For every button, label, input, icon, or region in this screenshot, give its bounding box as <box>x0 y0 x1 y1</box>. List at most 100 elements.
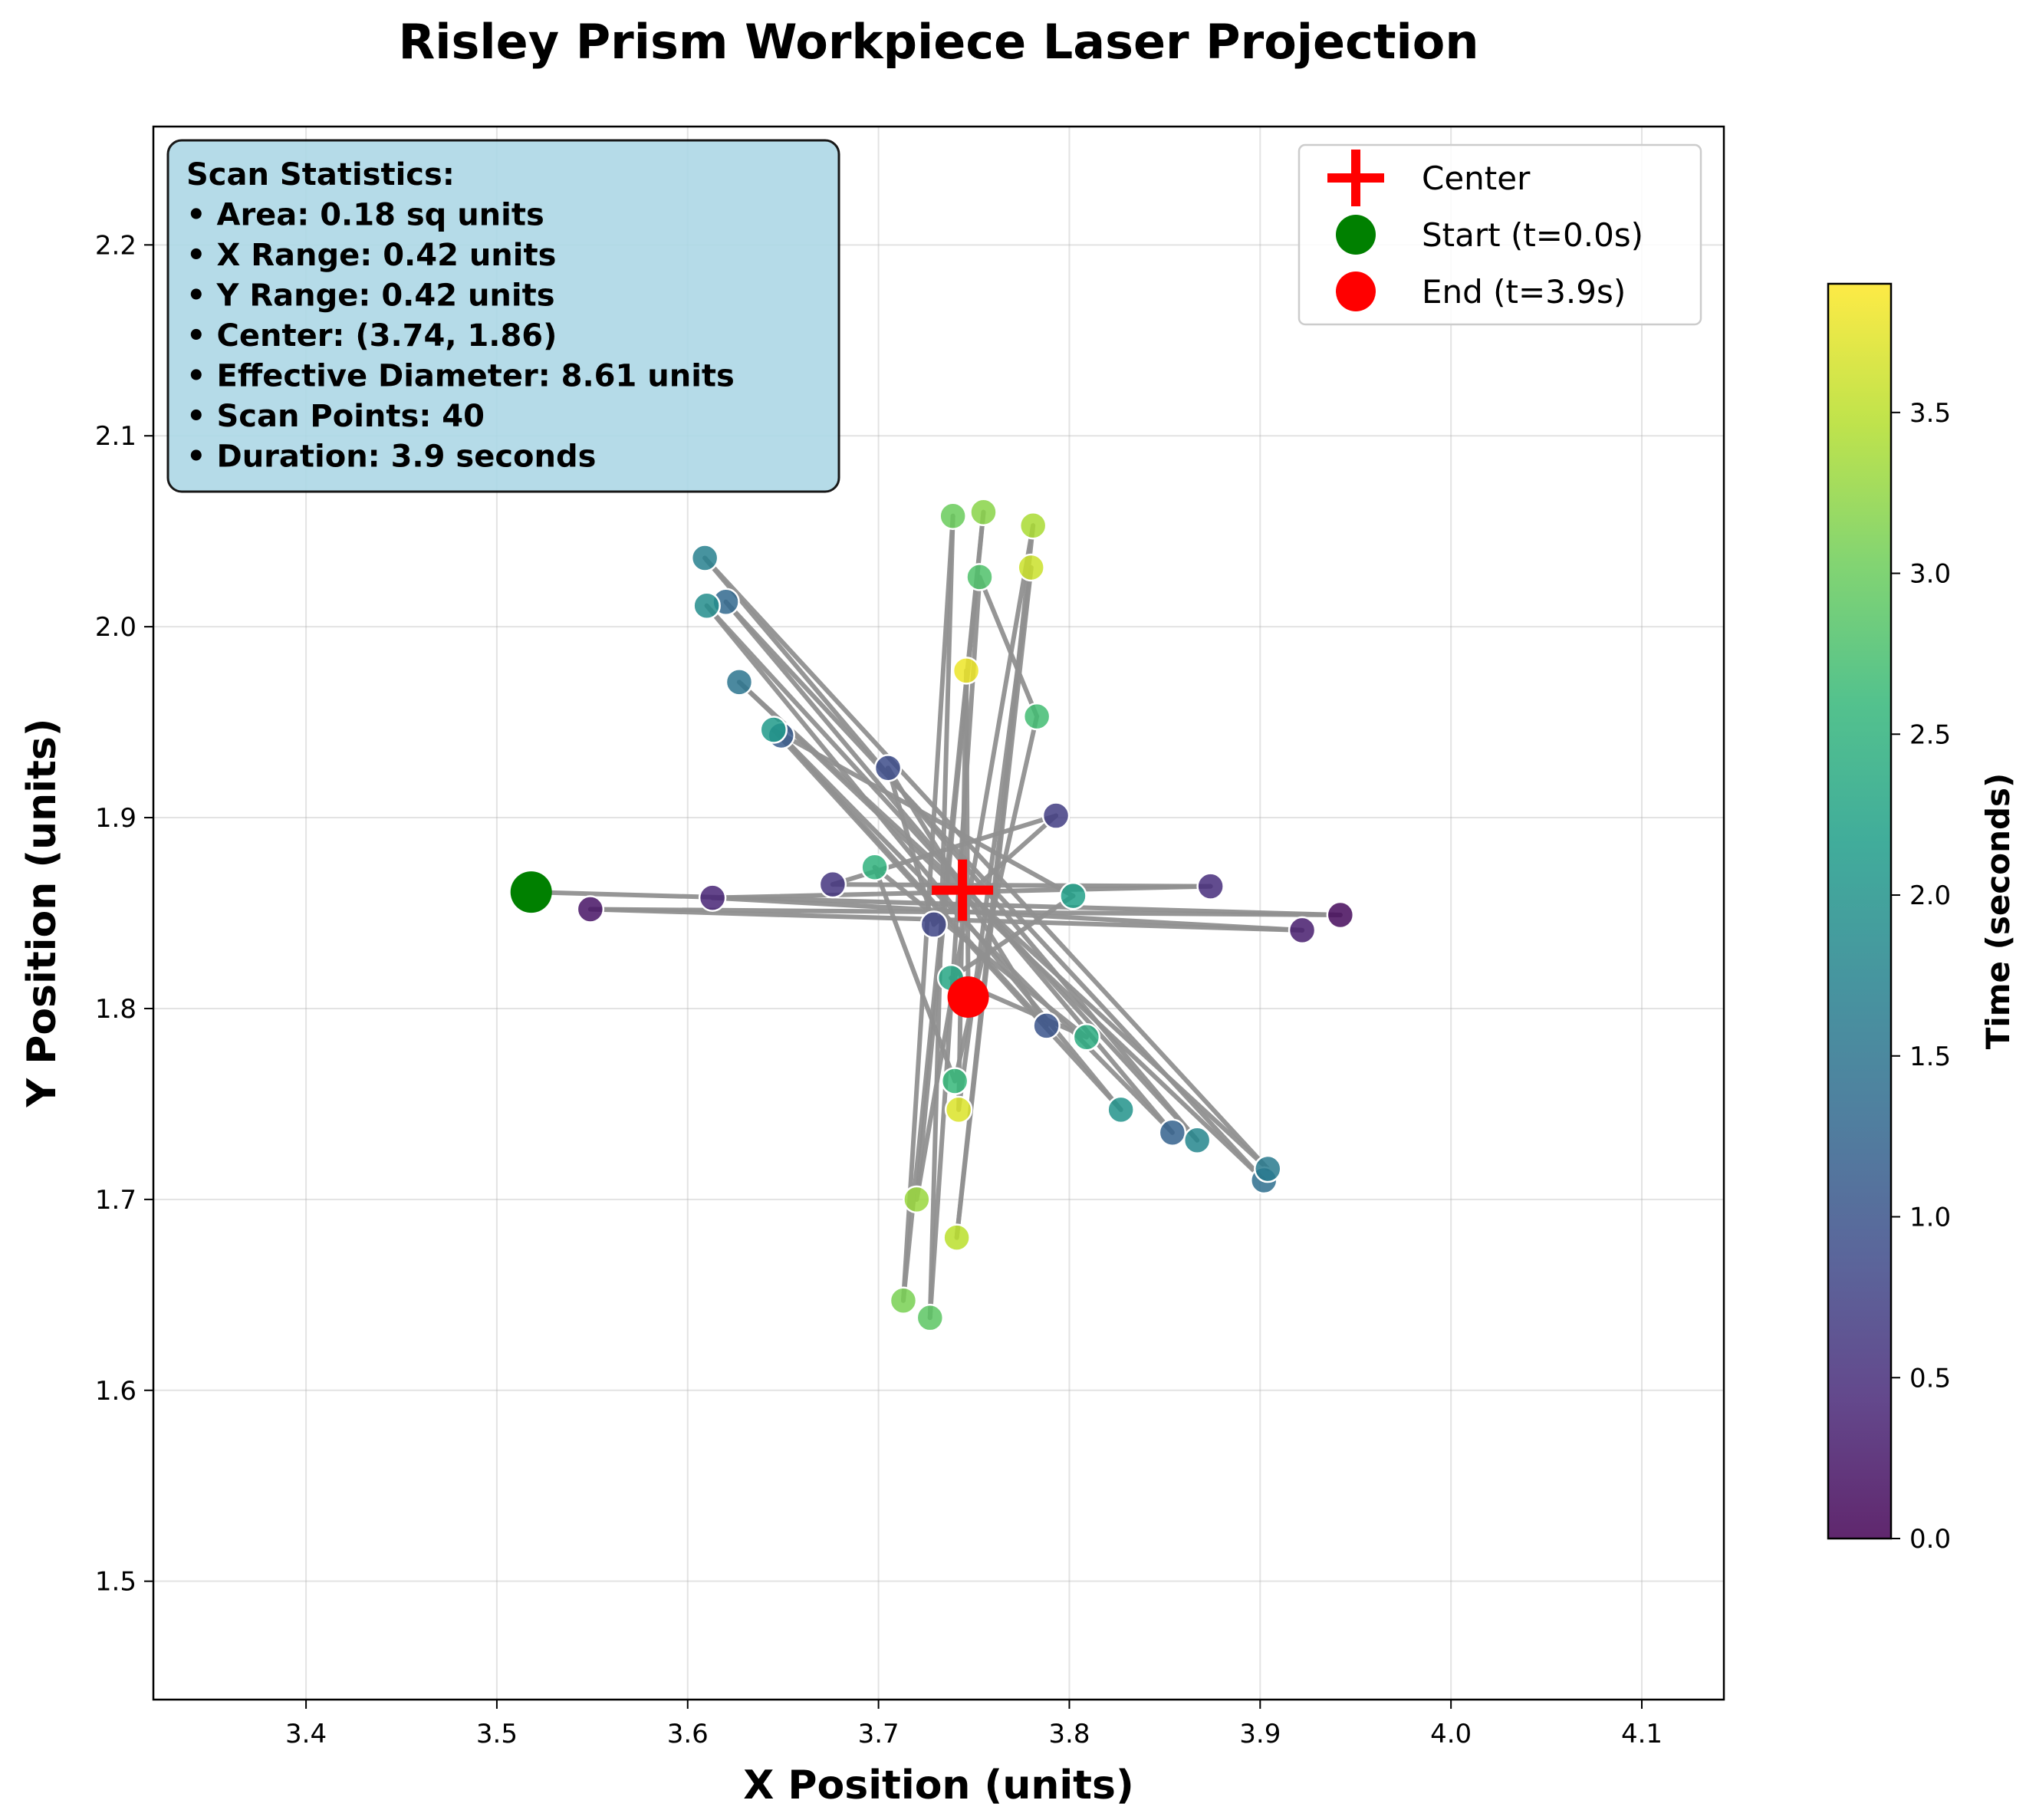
path-segment <box>964 668 971 1000</box>
legend-frame <box>1297 143 1702 326</box>
y-axis-title: Y Position (units) <box>19 718 65 1107</box>
scan-point <box>903 1185 931 1214</box>
scan-point <box>873 754 903 782</box>
scan-point <box>942 1223 971 1252</box>
scan-point <box>725 668 754 696</box>
x-axis-ticks: 3.4 3.5 3.6 3.7 3.8 3.9 4.0 4.1 <box>285 1700 1663 1749</box>
scan-point <box>1326 900 1355 930</box>
stats-line: • Y Range: 0.42 units <box>186 278 555 314</box>
path-segment <box>949 894 1076 981</box>
x-tick-label: 4.1 <box>1621 1719 1663 1749</box>
path-segment <box>927 574 982 1321</box>
path-segment <box>736 680 1271 1172</box>
path-segment <box>771 727 1123 1112</box>
scan-points <box>517 498 1355 1332</box>
colorbar-tick-label: 0.0 <box>1909 1524 1951 1555</box>
scan-point <box>1254 1154 1282 1183</box>
y-tick-label: 1.5 <box>95 1567 136 1598</box>
colorbar-tick-label: 2.0 <box>1909 880 1951 911</box>
scan-point <box>1072 1023 1101 1052</box>
colorbar-tick-label: 1.5 <box>1909 1042 1951 1072</box>
path-segment <box>954 564 1034 1240</box>
x-tick-label: 3.7 <box>858 1719 900 1749</box>
scan-point <box>1018 511 1048 540</box>
colorbar-gradient <box>1828 284 1891 1539</box>
scan-point <box>759 716 788 744</box>
scan-point <box>1158 1118 1187 1147</box>
x-tick-label: 3.5 <box>476 1719 518 1749</box>
colorbar-tick-label: 3.5 <box>1909 398 1951 429</box>
path-segment <box>914 509 986 1202</box>
y-tick-label: 1.6 <box>95 1376 136 1407</box>
path-segment <box>704 603 1123 1112</box>
legend-item: Center <box>1327 150 1531 206</box>
end-marker <box>947 976 989 1019</box>
scan-point <box>690 544 719 572</box>
circle-icon <box>1336 272 1376 311</box>
scan-point <box>698 884 727 912</box>
path-segment <box>704 603 1200 1143</box>
scan-point <box>692 591 721 620</box>
scan-point <box>944 1095 973 1124</box>
stats-line: • Scan Points: 40 <box>186 399 485 434</box>
colorbar: 0.0 0.5 1.0 1.5 2.0 2.5 3.0 3.5 Time (seconds) <box>1827 282 2017 1555</box>
x-tick-label: 3.9 <box>1239 1719 1281 1749</box>
scan-point <box>1032 1012 1061 1040</box>
scan-point <box>952 657 981 685</box>
data-layer <box>510 498 1355 1332</box>
path-segment <box>702 555 1271 1172</box>
colorbar-tick-label: 0.5 <box>1909 1363 1951 1394</box>
x-tick-label: 4.0 <box>1430 1719 1472 1749</box>
stats-box-background <box>166 139 840 493</box>
scan-point <box>818 870 847 899</box>
scan-point <box>1196 872 1225 900</box>
scan-point <box>1017 553 1045 582</box>
stats-line: • Duration: 3.9 seconds <box>186 439 596 475</box>
circle-icon <box>1336 215 1376 255</box>
scan-point <box>939 502 967 531</box>
special-markers <box>510 859 994 1019</box>
start-marker <box>510 871 552 913</box>
legend-item: End (t=3.9s) <box>1336 272 1626 311</box>
legend-label: End (t=3.9s) <box>1422 273 1626 311</box>
scan-point <box>1041 801 1071 830</box>
legend-label: Center <box>1422 160 1531 197</box>
scan-point <box>1182 1126 1212 1154</box>
scan-point <box>969 498 998 527</box>
x-tick-label: 3.6 <box>667 1719 709 1749</box>
x-axis-title: X Position (units) <box>743 1762 1134 1808</box>
legend-label: Start (t=0.0s) <box>1422 216 1643 254</box>
colorbar-tick-label: 1.0 <box>1909 1203 1951 1233</box>
chart-title: Risley Prism Workpiece Laser Projection <box>399 14 1479 70</box>
colorbar-frame <box>1827 282 1893 1540</box>
scan-point <box>919 910 949 939</box>
scan-point <box>576 895 605 923</box>
x-tick-label: 3.8 <box>1048 1719 1090 1749</box>
y-tick-label: 2.0 <box>95 612 136 643</box>
scan-point <box>1288 916 1317 945</box>
y-tick-label: 2.1 <box>95 421 136 452</box>
path-segment <box>956 564 1034 1112</box>
stats-line: • X Range: 0.42 units <box>186 238 556 273</box>
stats-box: Scan Statistics: • Area: 0.18 sq units • X… <box>166 139 840 493</box>
colorbar-tick-label: 2.5 <box>1909 719 1951 750</box>
scan-point <box>916 1303 945 1332</box>
y-tick-label: 2.2 <box>95 230 136 261</box>
stats-title: Scan Statistics: <box>186 157 455 193</box>
path-segment <box>900 513 955 1303</box>
scan-point <box>1022 702 1051 731</box>
colorbar-title: Time (seconds) <box>1979 773 2017 1050</box>
scan-point <box>889 1286 918 1315</box>
scan-point <box>1107 1095 1135 1124</box>
path-segment <box>830 882 1213 889</box>
y-tick-label: 1.7 <box>95 1185 136 1216</box>
path-segment <box>914 523 1036 1202</box>
path-segment <box>977 574 1040 719</box>
stats-line: • Area: 0.18 sq units <box>186 198 544 233</box>
plot-frame <box>152 125 1725 1701</box>
y-tick-label: 1.9 <box>95 803 136 834</box>
legend: Center Start (t=0.0s) End (t=3.9s) <box>1297 143 1702 326</box>
scan-point <box>965 563 994 591</box>
path-segment <box>771 727 1076 899</box>
